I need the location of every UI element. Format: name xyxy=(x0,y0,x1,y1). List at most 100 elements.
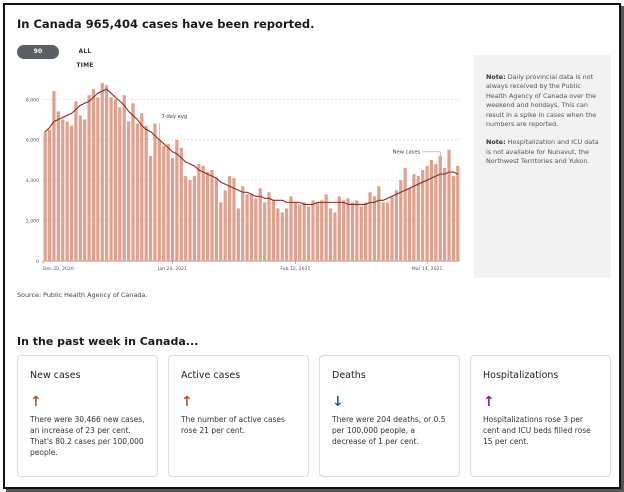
card-hospitalizations: Hospitalizations ↑ Hospitalizations rose… xyxy=(470,355,611,477)
bar xyxy=(153,123,157,261)
bar xyxy=(56,111,60,262)
bar xyxy=(184,176,188,261)
bar xyxy=(263,202,267,261)
bar xyxy=(214,178,219,261)
bar xyxy=(280,212,284,261)
arrow-up-icon: ↑ xyxy=(483,394,495,410)
bar xyxy=(385,202,390,261)
bar xyxy=(241,186,245,261)
bar xyxy=(399,180,403,261)
range-toggle-90-days[interactable]: 90 DAYS xyxy=(17,45,59,69)
bar xyxy=(320,200,324,261)
bar xyxy=(368,192,372,261)
bar xyxy=(447,149,451,261)
card-title: Hospitalizations xyxy=(483,370,559,381)
bar xyxy=(381,202,385,261)
note-daily-data: Note: Daily provincial data is not alway… xyxy=(486,73,597,129)
bar xyxy=(324,194,328,261)
bar xyxy=(43,131,47,261)
bar xyxy=(421,170,425,261)
bar xyxy=(302,202,306,261)
bar xyxy=(407,188,412,261)
bar xyxy=(333,212,337,261)
card-title: Active cases xyxy=(181,370,241,381)
bar xyxy=(355,200,359,261)
card-active-cases: Active cases ↑ The number of active case… xyxy=(168,355,309,477)
bar xyxy=(249,194,254,261)
bar xyxy=(258,188,262,261)
bar xyxy=(52,91,56,261)
bar xyxy=(456,165,460,261)
bar xyxy=(179,147,183,261)
bar xyxy=(74,101,78,261)
bar xyxy=(227,176,232,261)
x-tick-label: Feb 12, 2021 xyxy=(280,266,310,272)
bar xyxy=(47,129,52,261)
bar xyxy=(337,196,341,261)
bar xyxy=(443,168,447,261)
bar xyxy=(166,143,170,261)
bar xyxy=(100,83,104,261)
bar xyxy=(69,125,74,261)
card-title: Deaths xyxy=(332,370,366,381)
card-deaths: Deaths ↓ There were 204 deaths, or 0.5 p… xyxy=(319,355,460,477)
notes-panel: Note: Daily provincial data is not alway… xyxy=(474,55,611,278)
bar xyxy=(377,186,381,261)
bar xyxy=(205,172,210,261)
bar xyxy=(306,206,311,261)
bar xyxy=(87,95,91,261)
bar xyxy=(412,174,416,261)
bar xyxy=(126,121,131,261)
bar xyxy=(245,194,249,261)
bar xyxy=(131,103,135,261)
bar xyxy=(350,202,355,261)
arrow-up-icon: ↑ xyxy=(181,394,193,410)
bar xyxy=(175,139,179,261)
bar xyxy=(144,125,148,261)
card-new-cases: New cases ↑ There were 30,466 new cases,… xyxy=(17,355,158,477)
bar xyxy=(284,208,289,261)
y-tick-label: 0 xyxy=(36,259,39,265)
bar xyxy=(83,119,87,261)
card-text: The number of active cases rose 21 per c… xyxy=(181,415,285,435)
bar xyxy=(298,204,302,261)
bar xyxy=(293,202,298,261)
bar xyxy=(429,159,434,261)
bar xyxy=(394,190,398,261)
bar xyxy=(451,176,456,261)
x-tick-label: Mar 14, 2021 xyxy=(412,266,443,272)
bar xyxy=(65,121,69,261)
bar xyxy=(122,95,126,261)
x-tick-label: Jan 24, 2021 xyxy=(157,266,187,272)
bar xyxy=(276,208,280,261)
y-tick-label: 6,000 xyxy=(26,138,39,144)
bar xyxy=(416,176,420,261)
y-tick-label: 2,000 xyxy=(26,219,39,225)
annotation-7-day-avg: 7-day avg xyxy=(161,114,187,120)
bar xyxy=(267,192,271,261)
bar xyxy=(315,202,319,261)
y-tick-label: 4,000 xyxy=(26,178,39,184)
bar xyxy=(311,200,315,261)
bar xyxy=(434,163,438,261)
bar xyxy=(232,178,236,261)
card-text: There were 204 deaths, or 0.5 per 100,00… xyxy=(332,415,446,446)
bar xyxy=(78,115,82,261)
bar xyxy=(219,202,223,261)
bar xyxy=(254,198,258,261)
source-note: Source: Public Health Agency of Canada. xyxy=(17,291,148,299)
cases-chart: 0 2,000 4,000 6,000 8,000 Dec 20, 2020 Jan 24,… xyxy=(26,83,460,272)
section-title: In the past week in Canada... xyxy=(17,335,199,348)
bar xyxy=(271,200,276,261)
bar xyxy=(135,123,139,261)
range-toggle-all-time[interactable]: ALL TIME xyxy=(76,48,94,69)
bar xyxy=(148,155,153,261)
bar xyxy=(403,168,407,261)
note-hospitalization: Note: Hospitalization and ICU data is no… xyxy=(486,138,599,166)
bar xyxy=(359,206,363,261)
bar xyxy=(113,99,118,262)
bar xyxy=(118,107,122,261)
card-text: Hospitalizations rose 3 per cent and ICU… xyxy=(483,415,591,446)
bar xyxy=(223,190,227,261)
y-tick-label: 8,000 xyxy=(26,97,39,103)
